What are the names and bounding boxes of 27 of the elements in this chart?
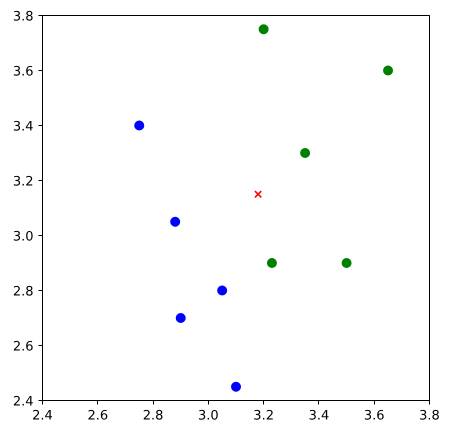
x-tick-label: 2.8 bbox=[142, 408, 164, 424]
point bbox=[300, 148, 310, 158]
y-tick-label: 3.0 bbox=[12, 230, 34, 244]
y-tick-label: 2.6 bbox=[12, 340, 34, 354]
y-tick-label: 3.2 bbox=[12, 174, 34, 190]
x-tick-label: 3.2 bbox=[253, 408, 274, 424]
y-tick-label: 3.4 bbox=[12, 120, 34, 134]
point bbox=[383, 66, 394, 76]
point bbox=[231, 382, 241, 392]
x-tick-label: 3.0 bbox=[198, 408, 219, 424]
x-tick-label: 3.6 bbox=[364, 408, 385, 424]
y-tick-label: 2.8 bbox=[12, 284, 34, 300]
point bbox=[217, 286, 228, 296]
y-tick-label: 3.8 bbox=[12, 10, 34, 24]
point bbox=[266, 258, 277, 268]
point bbox=[176, 313, 186, 323]
point bbox=[134, 120, 144, 130]
x-tick-label: 3.8 bbox=[419, 408, 440, 424]
point bbox=[342, 258, 352, 268]
x-tick-label: 2.4 bbox=[32, 408, 53, 424]
x-tick-label: 3.4 bbox=[308, 408, 330, 424]
y-tick-label: 3.6 bbox=[12, 64, 34, 80]
point bbox=[258, 24, 269, 34]
y-tick-label: 2.4 bbox=[12, 394, 34, 410]
point bbox=[254, 190, 262, 198]
x-tick-label: 2.6 bbox=[87, 408, 108, 424]
point bbox=[170, 216, 180, 227]
